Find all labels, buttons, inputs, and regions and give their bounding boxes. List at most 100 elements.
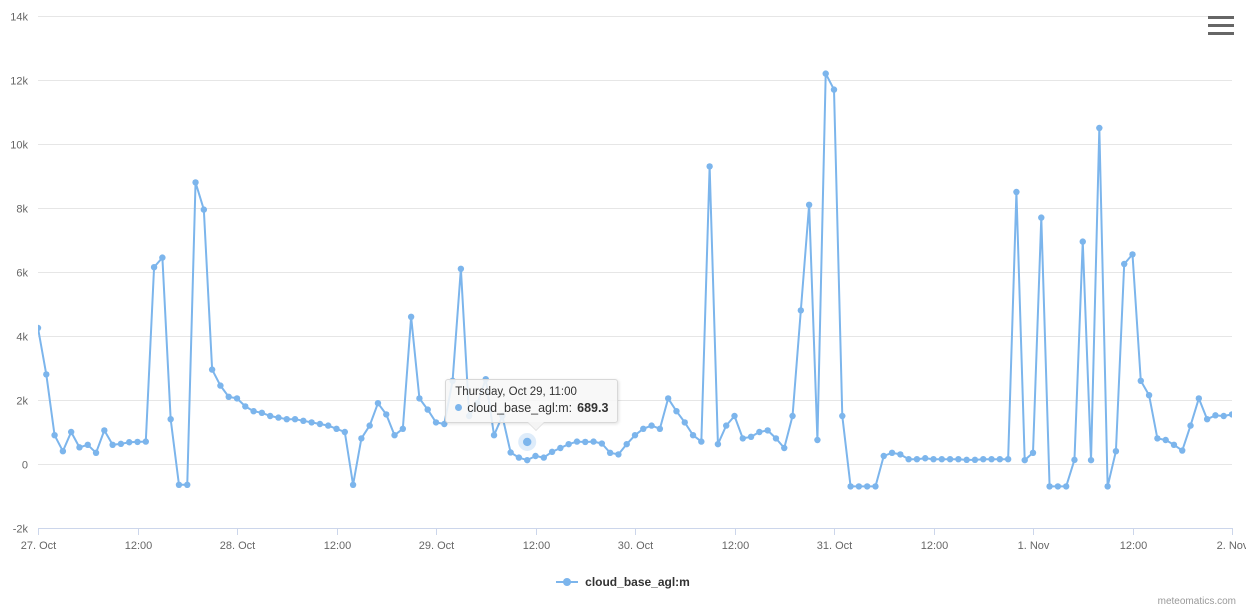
x-axis-label: 28. Oct [220,540,255,552]
y-axis-label: 14k [10,12,28,24]
series-data-point [67,428,75,436]
x-axis-label: 12:00 [125,540,153,552]
series-data-point [565,440,572,448]
x-axis-label: 29. Oct [419,540,454,552]
series-data-point [308,419,315,426]
series-data-point [1195,395,1203,402]
series-data-point [648,422,655,429]
series-data-point [797,307,805,314]
series-data-point [606,449,614,456]
selected-data-point[interactable] [523,437,532,447]
series-data-point [217,382,224,389]
series-data-point [1029,449,1037,456]
series-data-point [557,444,564,452]
series-data-point [441,420,448,428]
x-axis-label: 12:00 [722,540,750,552]
series-data-point [1096,124,1103,132]
series-data-point [407,313,415,320]
series-data-point [159,254,166,261]
series-data-point [341,428,348,436]
series-data-point [1137,377,1144,384]
series-data-point [59,448,67,455]
y-axis-label: 10k [10,140,28,152]
y-axis-label: 12k [10,76,28,88]
series-data-point [772,435,780,442]
series-data-point [200,206,208,213]
y-axis-label: 2k [16,396,28,408]
series-data-point [76,444,83,451]
series-data-point [316,420,324,428]
x-axis-label: 27. Oct [21,540,56,552]
series-data-point [258,409,266,416]
series-data-point [524,456,531,464]
hamburger-bar-3 [1208,31,1234,35]
series-data-point [51,432,58,439]
series-data-point [573,438,581,445]
y-axis-label: 6k [16,268,28,280]
x-axis-label: 12:00 [1120,540,1148,552]
series-data-point [275,414,282,421]
series-data-point [416,395,423,402]
series-data-point [888,449,896,456]
x-axis-label: 2. Nov [1217,540,1246,552]
series-data-point [897,451,904,458]
chart-legend: cloud_base_agl:m [0,575,1246,590]
series-data-point [598,440,606,447]
plot-area[interactable]: -2k 0 2k 4k 6k 8k 10k 12k 14k 27. Oct 12:00 28. Oct… [0,0,1246,560]
series-data-point [225,393,232,400]
series-data-point [242,403,249,410]
series-data-point [126,439,133,446]
legend-item-cloud-base[interactable]: cloud_base_agl:m [556,575,690,589]
series-data-point [449,377,456,384]
series-data-point [84,441,91,448]
series-data-point [1004,456,1012,463]
series-data-point [988,456,995,463]
series-data-point [391,432,398,439]
series-data-point [1046,483,1053,490]
series-data-point [1187,422,1194,429]
series-data-point [1087,456,1095,464]
series-data-point [922,455,929,462]
series-data-point [457,265,465,272]
series-data-point [1145,392,1153,399]
y-axis-label: 8k [16,204,28,216]
x-axis-label: 1. Nov [1018,540,1050,552]
series-data-point [1228,411,1232,418]
series-data-point [1154,435,1161,442]
series-data-point [805,201,813,208]
series-data-point [192,179,199,186]
series-data-point [814,436,821,444]
series-data-point [822,70,829,77]
x-axis-label: 30. Oct [618,540,653,552]
series-data-point [590,438,597,445]
series-data-point [863,483,871,490]
series-group [38,70,1232,490]
series-data-point [291,416,299,423]
series-data-point [714,440,722,448]
series-data-point [980,456,987,463]
series-data-point [930,456,937,463]
series-data-point [38,324,42,332]
series-data-point [631,432,639,439]
series-data-point [1179,447,1186,454]
series-data-point [656,425,664,432]
series-data-point [109,441,116,448]
series-data-point [1220,412,1227,420]
series-data-point [490,432,498,439]
x-axis-label: 12:00 [523,540,551,552]
series-data-point [424,406,431,413]
series-data-point [913,456,921,463]
series-data-point [184,481,191,488]
series-data-point [283,416,290,423]
legend-dot [563,578,572,586]
series-line-cloud-base [38,72,1232,488]
series-data-point [134,438,141,446]
series-data-point [482,376,489,383]
series-data-point [1079,238,1086,245]
series-data-point [499,412,506,420]
series-data-point [847,483,854,490]
hamburger-icon[interactable] [1207,12,1235,38]
series-data-point [208,366,216,373]
y-axis-label: 0 [22,460,28,472]
series-data-point [1129,251,1136,258]
